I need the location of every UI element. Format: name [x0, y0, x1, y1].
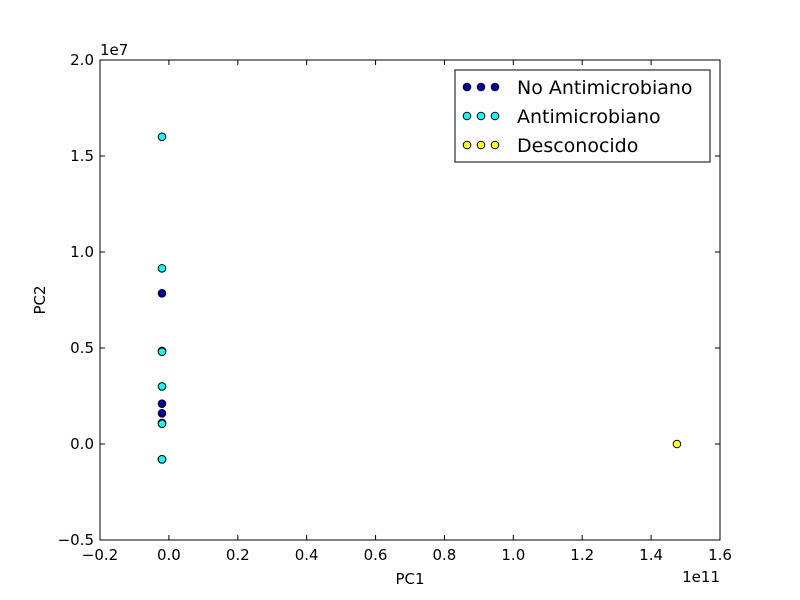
- y-tick-label: −0.5: [58, 531, 94, 549]
- x-tick-label: 0.4: [295, 546, 319, 564]
- legend: No Antimicrobiano Antimicrobiano Desconoci…: [454, 69, 711, 163]
- points-layer: [157, 132, 682, 464]
- x-tick-label: 1.2: [570, 546, 594, 564]
- legend-marker-1: [462, 82, 472, 92]
- ticks-layer: −0.2 0.0 0.2 0.4 0.6 0.8 1.0 1.2 1.4 1.6 −0.5 0.0 0.…: [58, 51, 732, 564]
- legend-label-2: Antimicrobiano: [517, 106, 661, 128]
- y-tick-label: 0.0: [70, 435, 94, 453]
- legend-marker-3: [462, 140, 472, 150]
- data-point-series-2: [157, 455, 167, 464]
- data-point-series-3: [672, 439, 682, 449]
- data-point-series-1: [157, 399, 167, 408]
- x-offset-label: 1e11: [682, 568, 720, 586]
- data-point-series-2: [157, 347, 167, 357]
- legend-items: No Antimicrobiano Antimicrobiano Desconoci…: [462, 77, 693, 157]
- x-tick-label: 0.0: [157, 546, 181, 564]
- legend-label-3: Desconocido: [517, 135, 638, 157]
- x-tick-label: 1.0: [501, 546, 525, 564]
- x-tick-label: 0.8: [433, 546, 457, 564]
- data-point-series-1: [157, 288, 167, 298]
- y-tick-label: 1.0: [70, 243, 94, 261]
- x-axis-label: PC1: [395, 570, 424, 588]
- y-axis-label: PC2: [31, 285, 49, 314]
- legend-marker-2: [462, 111, 472, 121]
- legend-marker-2: [476, 111, 486, 121]
- x-tick-label: 0.2: [226, 546, 250, 564]
- legend-marker-3: [476, 140, 486, 150]
- y-tick-label: 1.5: [70, 147, 94, 165]
- legend-marker-2: [490, 111, 500, 121]
- legend-marker-1: [490, 82, 500, 92]
- legend-label-1: No Antimicrobiano: [517, 77, 693, 99]
- legend-marker-1: [476, 82, 486, 92]
- x-tick-label: −0.2: [82, 546, 118, 564]
- x-tick-label: 1.6: [708, 546, 732, 564]
- y-tick-label: 2.0: [70, 51, 94, 69]
- y-offset-label: 1e7: [100, 41, 128, 59]
- x-tick-label: 1.4: [639, 546, 663, 564]
- y-tick-label: 0.5: [70, 339, 94, 357]
- x-tick-label: 0.6: [364, 546, 388, 564]
- data-point-series-2: [157, 132, 167, 142]
- data-point-series-2: [157, 419, 167, 429]
- plot-frame: [99, 59, 721, 541]
- legend-marker-3: [490, 140, 500, 150]
- data-point-series-1: [157, 408, 167, 418]
- data-point-series-2: [157, 382, 167, 391]
- data-point-series-2: [157, 264, 167, 273]
